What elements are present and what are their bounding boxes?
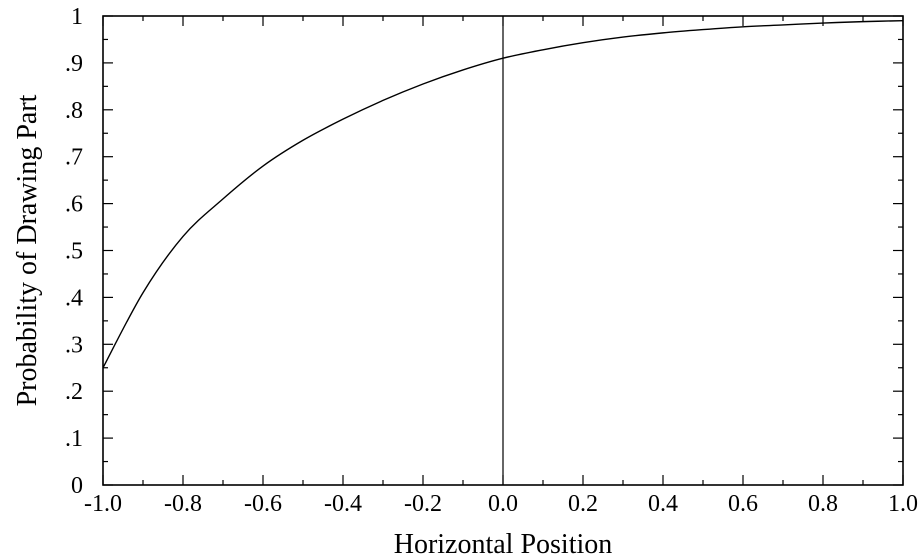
x-axis: -1.0 -0.8 -0.6 -0.4 -0.2 0.0 0.2 0.4 0.6 0.8 1.0 [84,16,918,517]
probability-curve [102,19,904,369]
x-tick-label: 0.6 [728,491,758,517]
y-tick-label: .4 [65,285,83,311]
y-tick-label: .9 [65,51,83,77]
y-tick-label: .7 [65,145,83,171]
x-tick-label: 1.0 [888,491,918,517]
y-tick-label: .6 [65,192,83,218]
x-tick-label: 0.2 [568,491,598,517]
y-axis: 0 .1 .2 .3 .4 .5 .6 .7 .8 .9 1 [65,4,903,499]
x-tick-label: -0.2 [404,491,442,517]
x-tick-label: -1.0 [84,491,122,517]
y-axis-title: Probability of Drawing Part [12,94,43,406]
y-tick-label: 0 [71,473,83,499]
y-tick-label: 1 [71,4,83,30]
x-tick-label: 0.4 [648,491,678,517]
y-tick-label: .1 [65,426,83,452]
x-tick-label: -0.8 [164,491,202,517]
curve-layer [102,19,904,369]
x-tick-label: -0.6 [244,491,282,517]
y-tick-label: .5 [65,239,83,265]
x-tick-label: -0.4 [324,491,362,517]
y-tick-label: .8 [65,98,83,124]
x-tick-label: 0.8 [808,491,838,517]
x-tick-label: 0.0 [488,491,518,517]
x-axis-title: Horizontal Position [394,529,613,560]
y-tick-label: .2 [65,379,83,405]
y-tick-label: .3 [65,332,83,358]
